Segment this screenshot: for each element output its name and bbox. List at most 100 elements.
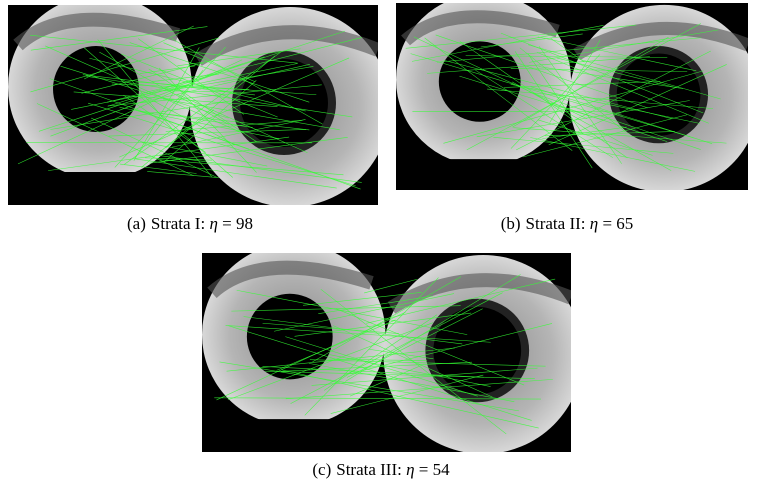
match-line bbox=[133, 47, 200, 161]
caption-value: = 98 bbox=[222, 214, 253, 233]
match-line bbox=[536, 52, 709, 124]
match-line bbox=[97, 39, 212, 177]
match-line bbox=[510, 68, 688, 73]
match-line bbox=[265, 370, 535, 379]
match-line bbox=[226, 347, 455, 372]
match-line bbox=[38, 30, 345, 132]
match-line bbox=[349, 323, 553, 375]
match-line bbox=[345, 274, 521, 382]
match-line bbox=[60, 65, 229, 119]
match-line bbox=[151, 73, 219, 82]
match-line bbox=[106, 37, 363, 103]
match-line bbox=[231, 305, 461, 312]
match-line bbox=[280, 361, 472, 372]
match-line bbox=[529, 29, 719, 63]
eyelashes bbox=[194, 25, 378, 66]
caption: (b) Strata II: η = 65 bbox=[501, 214, 634, 234]
match-line bbox=[171, 119, 306, 148]
match-line bbox=[510, 84, 701, 124]
pupil bbox=[240, 59, 328, 147]
caption: (c) Strata III: η = 54 bbox=[312, 460, 449, 480]
match-line bbox=[88, 102, 356, 187]
pupil bbox=[438, 41, 521, 122]
match-line bbox=[276, 319, 396, 371]
match-line bbox=[227, 322, 434, 401]
match-line bbox=[304, 277, 439, 416]
caption-symbol: η bbox=[406, 460, 415, 479]
match-line bbox=[333, 325, 493, 398]
match-line bbox=[527, 44, 721, 100]
pupil bbox=[616, 53, 701, 136]
match-line bbox=[84, 25, 194, 80]
match-line bbox=[91, 117, 217, 178]
match-line bbox=[437, 37, 702, 63]
match-line bbox=[121, 53, 278, 118]
match-line bbox=[427, 56, 650, 74]
match-line bbox=[513, 127, 727, 144]
match-line bbox=[303, 292, 422, 306]
match-line bbox=[73, 91, 278, 107]
match-line bbox=[119, 163, 197, 174]
caption: (a) Strata I: η = 98 bbox=[127, 214, 253, 234]
caption-text: Strata II: bbox=[525, 214, 586, 233]
match-line bbox=[405, 24, 637, 49]
match-line bbox=[111, 83, 250, 90]
match-line bbox=[216, 311, 406, 401]
pupil bbox=[246, 293, 333, 380]
match-line bbox=[493, 137, 674, 154]
match-line bbox=[30, 26, 208, 51]
match-line bbox=[159, 155, 362, 183]
match-line bbox=[324, 314, 438, 391]
panel-image bbox=[202, 253, 571, 452]
caption-label: (b) bbox=[500, 214, 521, 233]
match-line bbox=[142, 141, 268, 167]
match-line bbox=[83, 47, 234, 178]
match-line bbox=[219, 361, 519, 412]
caption-value: = 65 bbox=[602, 214, 634, 233]
match-line bbox=[475, 69, 614, 158]
match-line bbox=[411, 25, 604, 62]
match-line bbox=[550, 38, 585, 63]
match-line bbox=[527, 53, 583, 134]
match-line bbox=[294, 312, 472, 337]
match-line bbox=[134, 158, 337, 189]
match-line bbox=[459, 75, 605, 121]
match-line bbox=[262, 322, 399, 334]
match-line bbox=[413, 36, 588, 120]
match-line bbox=[89, 57, 306, 112]
match-line bbox=[538, 66, 684, 89]
match-line bbox=[318, 295, 433, 314]
match-line bbox=[487, 88, 714, 109]
match-line bbox=[550, 102, 668, 142]
match-line bbox=[99, 51, 229, 125]
match-line bbox=[512, 36, 669, 128]
match-line bbox=[280, 369, 539, 429]
pupil bbox=[433, 306, 522, 395]
match-line bbox=[214, 397, 541, 400]
match-line bbox=[510, 54, 601, 149]
match-line bbox=[141, 55, 276, 168]
eyelashes bbox=[401, 10, 560, 46]
match-line bbox=[329, 354, 491, 387]
match-line bbox=[466, 23, 701, 151]
panel-image bbox=[396, 3, 748, 190]
match-line bbox=[159, 112, 253, 128]
match-line bbox=[549, 39, 601, 123]
match-line bbox=[81, 62, 204, 94]
match-line bbox=[443, 59, 673, 120]
match-line bbox=[542, 126, 627, 139]
panel-image bbox=[8, 5, 378, 205]
match-line bbox=[285, 379, 553, 400]
match-line bbox=[556, 57, 677, 88]
match-line bbox=[410, 53, 695, 139]
match-line bbox=[140, 93, 236, 146]
match-line bbox=[529, 91, 701, 150]
match-line bbox=[225, 325, 491, 343]
match-line bbox=[274, 293, 455, 332]
match-line bbox=[537, 119, 653, 156]
match-line bbox=[364, 278, 418, 294]
match-line bbox=[516, 50, 711, 151]
match-line bbox=[476, 100, 690, 138]
match-line bbox=[119, 106, 279, 139]
